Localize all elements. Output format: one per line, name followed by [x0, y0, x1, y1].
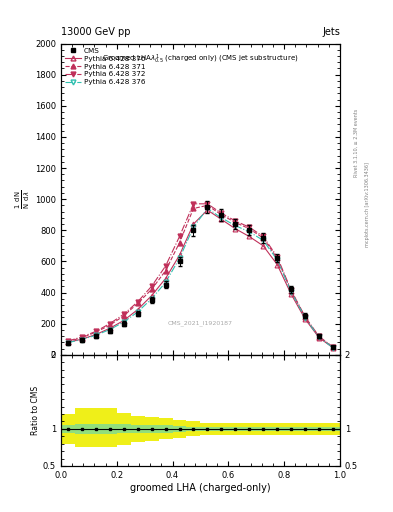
Y-axis label: $\frac{1}{\mathrm{N}}\,\frac{\mathrm{d}\mathrm{N}}{\mathrm{d}\lambda}$: $\frac{1}{\mathrm{N}}\,\frac{\mathrm{d}\… [14, 189, 32, 209]
Legend: CMS, Pythia 6.428 370, Pythia 6.428 371, Pythia 6.428 372, Pythia 6.428 376: CMS, Pythia 6.428 370, Pythia 6.428 371,… [64, 47, 147, 87]
X-axis label: groomed LHA (charged-only): groomed LHA (charged-only) [130, 482, 271, 493]
Text: Rivet 3.1.10, ≥ 2.3M events: Rivet 3.1.10, ≥ 2.3M events [354, 109, 359, 178]
Text: Groomed LHA$\lambda^{1}_{0.5}$ (charged only) (CMS jet substructure): Groomed LHA$\lambda^{1}_{0.5}$ (charged … [102, 53, 299, 66]
Text: mcplots.cern.ch [arXiv:1306.3436]: mcplots.cern.ch [arXiv:1306.3436] [365, 162, 371, 247]
Text: CMS_2021_I1920187: CMS_2021_I1920187 [168, 321, 233, 327]
Text: Jets: Jets [322, 27, 340, 37]
Text: 13000 GeV pp: 13000 GeV pp [61, 27, 130, 37]
Y-axis label: Ratio to CMS: Ratio to CMS [31, 386, 40, 435]
